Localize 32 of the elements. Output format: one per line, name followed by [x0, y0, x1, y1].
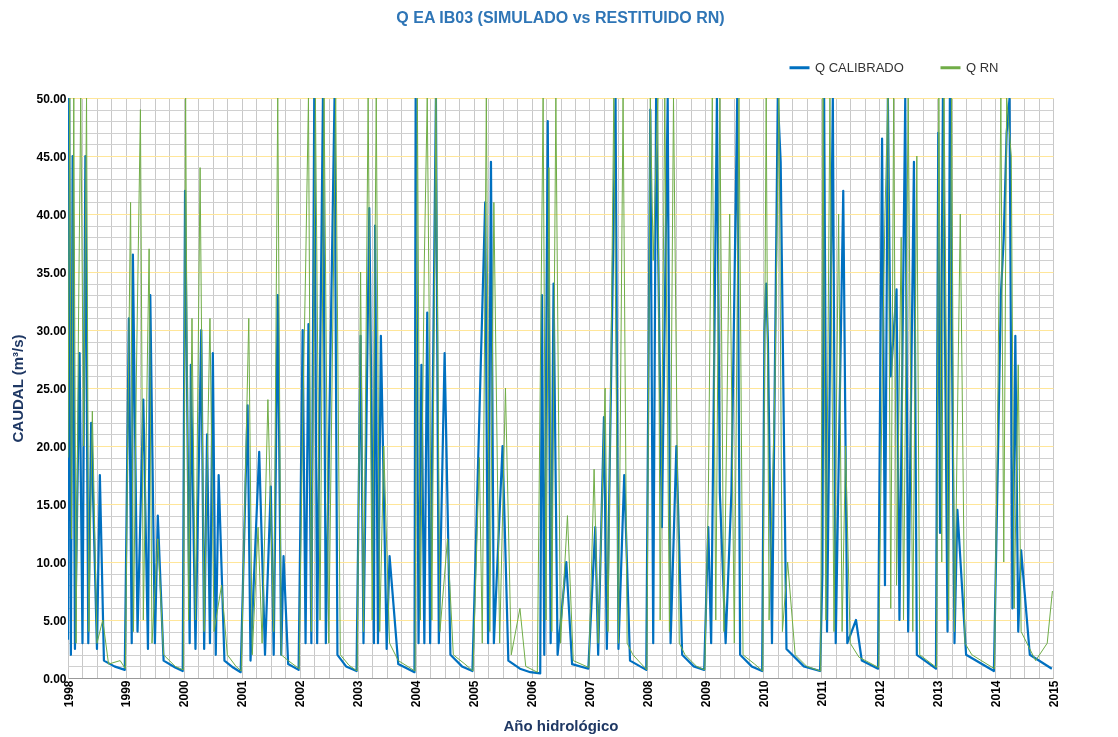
- y-axis-title: CAUDAL (m³/s): [9, 334, 27, 443]
- y-tick-label: 30.00: [36, 323, 67, 338]
- x-tick-label: 2004: [409, 680, 424, 708]
- legend-label: Q CALIBRADO: [815, 59, 904, 75]
- y-tick-label: 15.00: [36, 497, 67, 512]
- y-tick-label: 20.00: [36, 439, 67, 454]
- x-tick-label: 2010: [756, 680, 771, 708]
- x-tick-label: 1999: [119, 680, 134, 708]
- x-tick-label: 2008: [640, 680, 655, 708]
- x-tick-label: 2011: [814, 680, 829, 707]
- x-tick-label: 2000: [177, 680, 192, 708]
- x-tick-label: 2002: [293, 680, 308, 708]
- x-tick-label: 2013: [930, 680, 945, 708]
- y-tick-label: 5.00: [43, 613, 67, 628]
- x-tick-label: 2003: [351, 680, 366, 708]
- y-tick-label: 35.00: [36, 265, 67, 280]
- x-axis-title: Año hidrológico: [503, 717, 619, 735]
- y-tick-label: 50.00: [36, 91, 67, 106]
- x-tick-label: 2001: [235, 680, 250, 708]
- y-tick-label: 45.00: [36, 149, 67, 164]
- y-tick-label: 25.00: [36, 381, 67, 396]
- legend-label: Q RN: [966, 59, 999, 75]
- x-tick-label: 2006: [525, 680, 540, 708]
- x-tick-label: 2015: [1046, 680, 1061, 708]
- y-tick-label: 10.00: [36, 555, 67, 570]
- x-tick-label: 2012: [872, 680, 887, 708]
- chart-title: Q EA IB03 (SIMULADO vs RESTITUIDO RN): [396, 9, 725, 26]
- x-tick-label: 2009: [698, 680, 713, 708]
- x-tick-label: 2014: [988, 680, 1003, 708]
- y-tick-label: 40.00: [36, 207, 67, 222]
- x-tick-label: 2005: [467, 680, 482, 708]
- x-tick-label: 2007: [582, 680, 597, 708]
